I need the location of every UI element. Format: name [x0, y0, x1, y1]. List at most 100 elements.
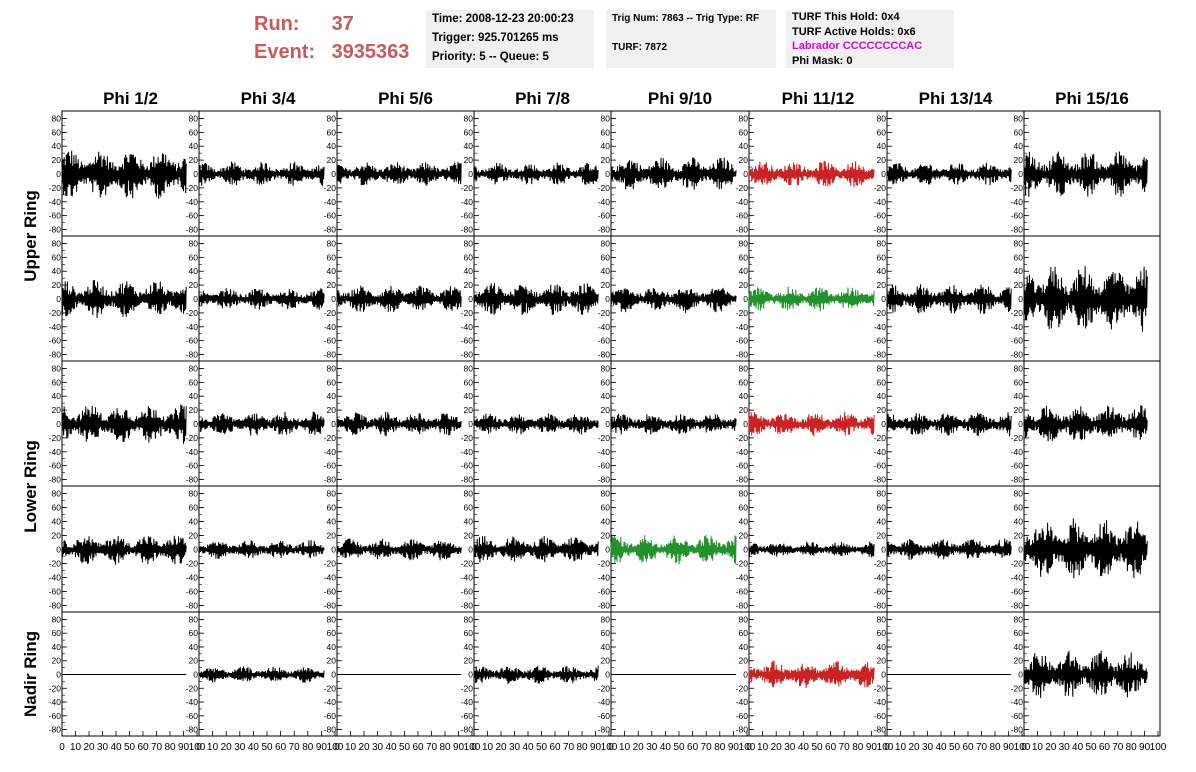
waveform-trace [198, 161, 325, 186]
x-tick-label: 70 [976, 742, 988, 753]
waveform-trace [473, 283, 599, 316]
time-info-box: Time: 2008-12-23 20:00:23 Trigger: 925.7… [426, 10, 594, 68]
column-header: Phi 1/2 [103, 89, 158, 108]
y-tick-label: 80 [601, 113, 611, 123]
x-tick-label: 40 [522, 742, 534, 753]
y-tick-label: -40 [186, 197, 199, 207]
x-tick-label: 20 [221, 742, 233, 753]
y-tick-label: 40 [189, 517, 199, 527]
y-tick-label: 60 [1014, 127, 1024, 137]
y-tick-label: 20 [601, 280, 611, 290]
y-tick-label: 80 [877, 238, 887, 248]
y-tick-label: -80 [874, 350, 887, 360]
y-tick-label: -80 [874, 225, 887, 235]
y-tick-label: 60 [739, 377, 749, 387]
y-tick-label: -20 [736, 433, 749, 443]
y-tick-label: 80 [877, 614, 887, 624]
y-tick-label: -20 [324, 683, 337, 693]
y-tick-label: 40 [739, 391, 749, 401]
y-tick-label: -20 [1011, 559, 1024, 569]
x-tick-label: 40 [798, 742, 810, 753]
y-tick-label: -80 [186, 350, 199, 360]
y-tick-label: 0 [193, 294, 198, 304]
y-tick-label: -20 [186, 183, 199, 193]
x-tick-label: 90 [316, 742, 328, 753]
y-tick-label: -40 [324, 447, 337, 457]
x-tick-label: 100 [1014, 742, 1031, 753]
y-tick-label: 60 [327, 503, 337, 513]
y-tick-label: 80 [189, 363, 199, 373]
y-tick-label: 60 [327, 127, 337, 137]
y-tick-label: -40 [598, 322, 611, 332]
y-tick-label: 0 [743, 545, 748, 555]
y-tick-label: 0 [331, 670, 336, 680]
y-tick-label: 20 [601, 405, 611, 415]
y-tick-label: -60 [186, 211, 199, 221]
y-tick-label: -20 [736, 683, 749, 693]
y-tick-label: -20 [461, 433, 474, 443]
run-value: 37 [331, 13, 354, 35]
y-tick-label: -60 [49, 211, 62, 221]
y-tick-label: 40 [464, 642, 474, 652]
y-tick-label: -60 [186, 711, 199, 721]
x-tick-label: 50 [261, 742, 273, 753]
y-tick-label: -80 [874, 475, 887, 485]
y-tick-label: 0 [743, 419, 748, 429]
trigger-info-box: Trig Num: 7863 -- Trig Type: RF TURF: 78… [606, 10, 776, 68]
y-tick-label: -20 [49, 308, 62, 318]
y-tick-label: 20 [52, 280, 62, 290]
y-tick-label: 60 [877, 127, 887, 137]
y-tick-label: 40 [739, 642, 749, 652]
y-tick-label: -80 [1011, 225, 1024, 235]
y-tick-label: -20 [461, 308, 474, 318]
y-tick-label: 60 [601, 377, 611, 387]
x-tick-label: 10 [757, 742, 769, 753]
y-tick-label: 80 [1014, 363, 1024, 373]
y-tick-label: -40 [1011, 322, 1024, 332]
y-tick-label: -40 [736, 573, 749, 583]
y-tick-label: 80 [464, 489, 474, 499]
x-tick-label: 80 [714, 742, 726, 753]
x-tick-label: 40 [660, 742, 672, 753]
waveform-trace [1023, 266, 1148, 332]
event-line: Event: 3935363 [254, 38, 409, 66]
y-tick-label: -20 [324, 183, 337, 193]
y-tick-label: -40 [49, 322, 62, 332]
y-tick-label: 20 [601, 531, 611, 541]
x-tick-label: 20 [358, 742, 370, 753]
y-tick-label: 80 [1014, 113, 1024, 123]
y-tick-label: -60 [598, 211, 611, 221]
y-tick-label: 0 [1018, 294, 1023, 304]
y-tick-label: 0 [881, 419, 886, 429]
waveform-trace [473, 162, 599, 185]
waveform-trace [61, 279, 187, 319]
x-tick-label: 0 [1021, 742, 1027, 753]
y-tick-label: -40 [324, 573, 337, 583]
waveform-trace [61, 150, 187, 199]
y-tick-label: -40 [1011, 447, 1024, 457]
y-tick-label: -60 [598, 336, 611, 346]
y-tick-label: 60 [601, 503, 611, 513]
y-tick-label: 20 [189, 405, 199, 415]
y-tick-label: -20 [598, 183, 611, 193]
priority-text: Priority: 5 -- Queue: 5 [432, 51, 549, 63]
y-tick-label: 80 [464, 614, 474, 624]
y-tick-label: -20 [461, 183, 474, 193]
y-tick-label: -80 [461, 225, 474, 235]
y-tick-label: -80 [736, 601, 749, 611]
y-tick-label: 60 [877, 503, 887, 513]
turf-text: TURF: 7872 [612, 42, 668, 53]
y-tick-label: -60 [1011, 211, 1024, 221]
waveform-trace [336, 285, 462, 313]
y-tick-label: -80 [736, 350, 749, 360]
y-tick-label: 60 [189, 252, 199, 262]
y-tick-label: 60 [739, 503, 749, 513]
y-tick-label: -80 [598, 475, 611, 485]
y-tick-label: 0 [1018, 545, 1023, 555]
y-tick-label: 40 [327, 517, 337, 527]
y-tick-label: -20 [49, 559, 62, 569]
y-tick-label: -40 [461, 573, 474, 583]
y-tick-label: 60 [327, 377, 337, 387]
y-tick-label: -60 [186, 461, 199, 471]
